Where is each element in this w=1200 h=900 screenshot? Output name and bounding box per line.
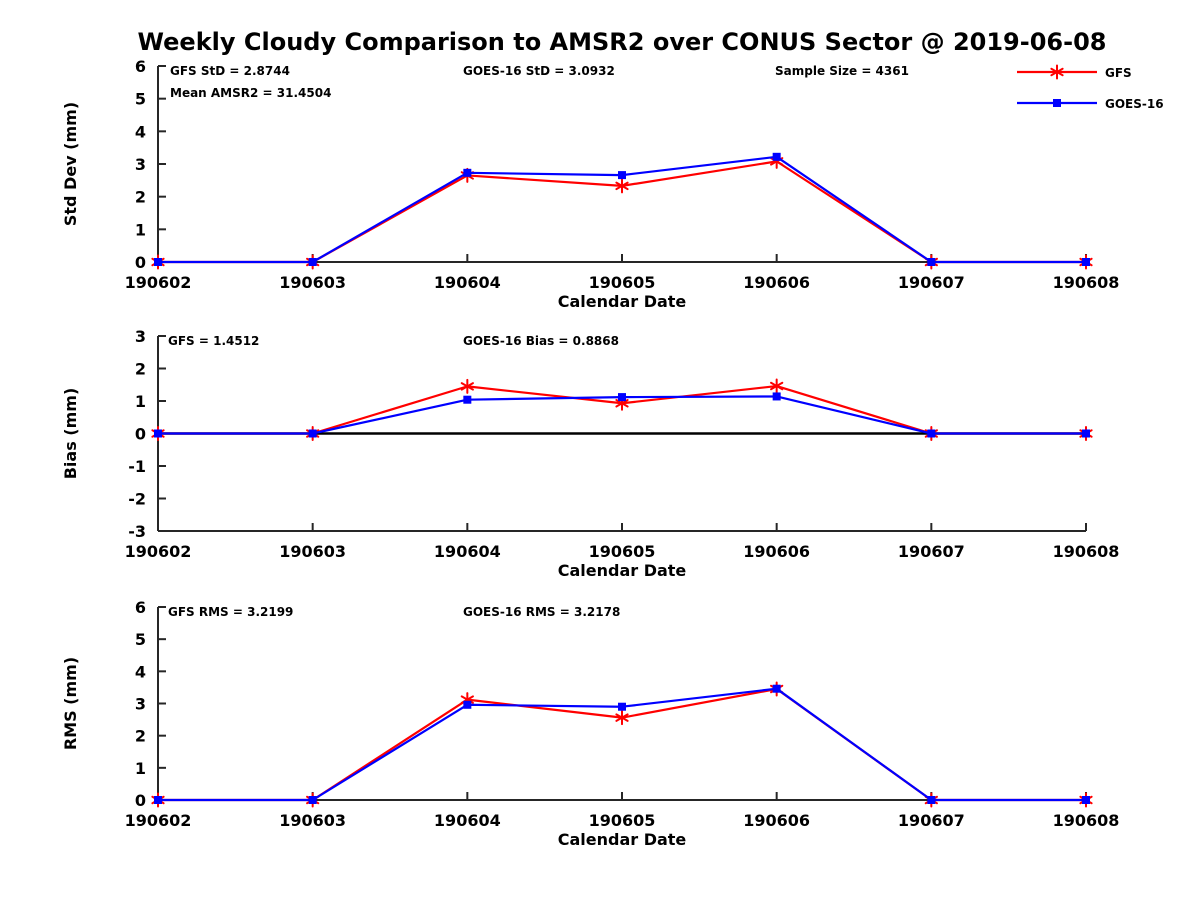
- x-tick-label: 190606: [743, 811, 810, 830]
- x-axis-label: Calendar Date: [558, 561, 687, 580]
- annotation: Sample Size = 4361: [775, 64, 909, 78]
- x-tick-label: 190602: [125, 542, 192, 561]
- series-marker-goes-16: [618, 171, 626, 180]
- series-marker-goes-16: [463, 395, 472, 404]
- x-tick-label: 190602: [125, 273, 192, 292]
- y-tick-label: 5: [135, 90, 146, 109]
- y-axis-label: RMS (mm): [61, 657, 80, 750]
- series-marker-goes-16: [1082, 796, 1090, 804]
- series-marker-goes-16: [618, 393, 626, 402]
- series-marker-goes-16: [618, 702, 626, 711]
- series-marker-goes-16: [154, 258, 162, 266]
- page-title: Weekly Cloudy Comparison to AMSR2 over C…: [137, 28, 1107, 56]
- annotation: GFS = 1.4512: [168, 334, 259, 348]
- annotation: Mean AMSR2 = 31.4504: [170, 86, 331, 100]
- series-marker-goes-16: [772, 392, 781, 401]
- series-marker-goes-16: [308, 429, 317, 438]
- x-axis-label: Calendar Date: [558, 292, 687, 311]
- x-tick-label: 190605: [589, 542, 656, 561]
- x-tick-label: 190605: [589, 811, 656, 830]
- series-marker-goes-16: [927, 258, 936, 266]
- series-marker-goes-16: [154, 796, 162, 804]
- series-marker-goes-16: [308, 258, 317, 266]
- series-marker-gfs: [770, 381, 784, 391]
- x-tick-label: 190604: [434, 273, 501, 292]
- x-tick-label: 190607: [898, 273, 965, 292]
- y-tick-label: -2: [128, 490, 146, 509]
- x-tick-label: 190604: [434, 542, 501, 561]
- y-tick-label: 6: [135, 598, 146, 617]
- y-axis-label: Bias (mm): [61, 388, 80, 480]
- legend-marker-goes-16: [1053, 99, 1061, 107]
- x-tick-label: 190604: [434, 811, 501, 830]
- x-tick-label: 190605: [589, 273, 656, 292]
- subplot-std-dev--mm-: 0 1 2 3 4 5 6 190602 190603 190604 190605 190606 190…: [61, 57, 1119, 311]
- annotation: GOES-16 StD = 3.0932: [463, 64, 615, 78]
- series-marker-gfs: [615, 713, 629, 722]
- y-axis-label: Std Dev (mm): [61, 102, 80, 226]
- series-marker-goes-16: [308, 796, 317, 804]
- subplot-rms--mm-: 0 1 2 3 4 5 6 190602 190603 190604 190605 190606 190…: [61, 598, 1119, 849]
- x-tick-label: 190608: [1053, 542, 1120, 561]
- y-tick-label: 1: [135, 759, 146, 778]
- series-marker-gfs: [460, 382, 474, 391]
- series-marker-goes-16: [463, 168, 472, 177]
- x-tick-label: 190603: [279, 811, 346, 830]
- y-tick-label: 3: [135, 327, 146, 346]
- y-tick-label: 4: [135, 122, 146, 141]
- y-tick-label: -1: [128, 457, 146, 476]
- y-tick-label: 4: [135, 662, 146, 681]
- y-tick-label: 0: [135, 425, 146, 444]
- y-tick-label: 1: [135, 392, 146, 411]
- series-marker-goes-16: [1082, 429, 1090, 438]
- series-marker-goes-16: [154, 429, 162, 438]
- series-marker-gfs: [615, 399, 629, 408]
- legend-label: GOES-16: [1105, 97, 1164, 111]
- annotation: GOES-16 Bias = 0.8868: [463, 334, 619, 348]
- legend: GFS GOES-16: [1017, 64, 1164, 111]
- series-marker-goes-16: [1082, 258, 1090, 266]
- annotation: GOES-16 RMS = 3.2178: [463, 605, 620, 619]
- y-tick-label: 5: [135, 630, 146, 649]
- series-marker-goes-16: [772, 152, 781, 161]
- y-tick-label: 3: [135, 155, 146, 174]
- x-tick-label: 190603: [279, 273, 346, 292]
- x-tick-label: 190606: [743, 273, 810, 292]
- series-marker-goes-16: [927, 796, 936, 804]
- y-tick-label: 2: [135, 360, 146, 379]
- x-tick-label: 190603: [279, 542, 346, 561]
- y-tick-label: 6: [135, 57, 146, 76]
- y-tick-label: 0: [135, 253, 146, 272]
- y-tick-label: 0: [135, 791, 146, 810]
- series-marker-gfs: [615, 181, 629, 191]
- x-tick-label: 190607: [898, 542, 965, 561]
- y-tick-label: 2: [135, 188, 146, 207]
- series-marker-goes-16: [772, 684, 781, 693]
- series-marker-goes-16: [463, 700, 472, 709]
- x-tick-label: 190602: [125, 811, 192, 830]
- y-tick-label: 1: [135, 220, 146, 239]
- annotation: GFS StD = 2.8744: [170, 64, 290, 78]
- x-tick-label: 190608: [1053, 811, 1120, 830]
- y-tick-label: 2: [135, 727, 146, 746]
- y-tick-label: -3: [128, 522, 146, 541]
- x-tick-label: 190606: [743, 542, 810, 561]
- y-tick-label: 3: [135, 695, 146, 714]
- annotation: GFS RMS = 3.2199: [168, 605, 293, 619]
- subplot-bias--mm-: -3 -2 -1 0 1 2 3 190602 190603 190604 190605 190606…: [61, 327, 1119, 580]
- series-marker-goes-16: [927, 429, 936, 438]
- legend-marker-gfs: [1050, 67, 1064, 77]
- legend-label: GFS: [1105, 66, 1132, 80]
- x-tick-label: 190607: [898, 811, 965, 830]
- x-tick-label: 190608: [1053, 273, 1120, 292]
- x-axis-label: Calendar Date: [558, 830, 687, 849]
